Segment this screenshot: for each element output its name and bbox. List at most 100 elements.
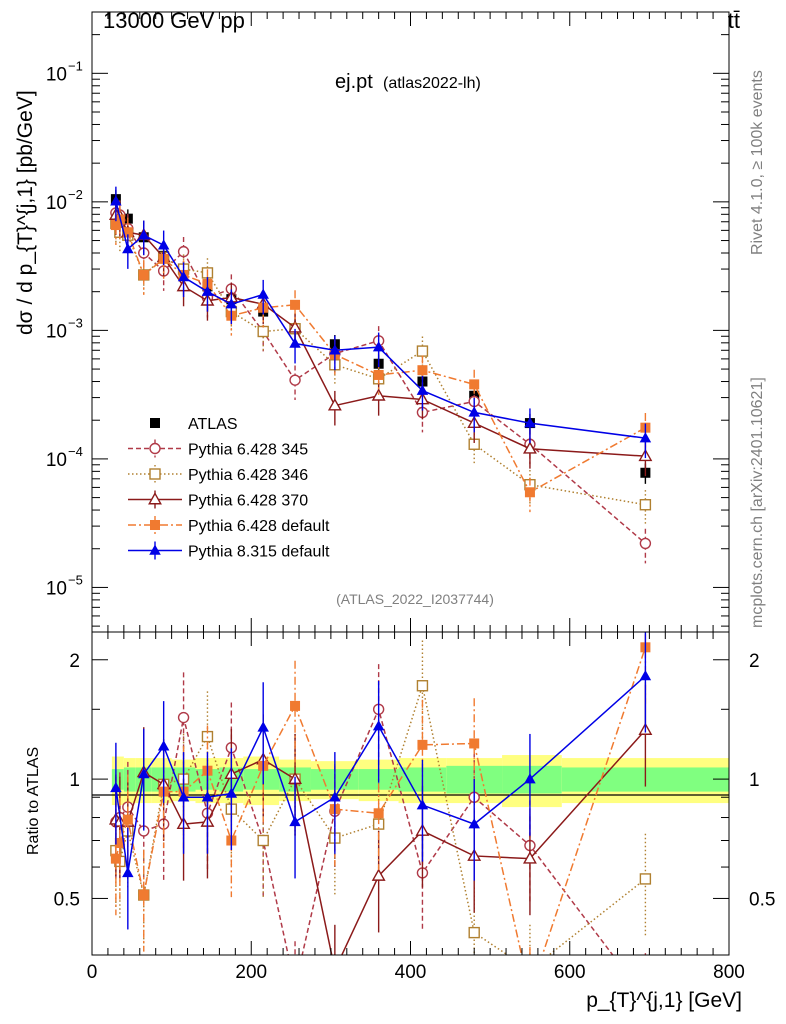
ratio-series-line xyxy=(115,647,647,955)
data-marker xyxy=(122,242,134,254)
data-marker xyxy=(639,873,652,885)
x-axis-ticks: 0 200 400 600 800 xyxy=(87,12,745,983)
y-tick-label: 10 xyxy=(46,450,67,471)
data-marker xyxy=(327,398,342,411)
y-tick-exponent: −5 xyxy=(68,572,83,587)
final-state-label: tt̄ xyxy=(728,8,740,33)
legend-label: Pythia 6.428 370 xyxy=(188,493,308,510)
ratio-series-pythia-8-315-default xyxy=(110,632,652,930)
data-marker xyxy=(329,791,341,802)
analysis-tag: (ATLAS_2022_I2037744) xyxy=(336,591,494,607)
x-tick-label: 800 xyxy=(713,962,745,983)
chart-title: ej.pt xyxy=(335,71,373,93)
data-marker xyxy=(289,374,301,386)
data-marker xyxy=(150,418,160,428)
data-marker xyxy=(417,365,428,376)
data-marker xyxy=(525,987,535,997)
legend-item: Pythia 6.428 default xyxy=(128,516,330,535)
data-marker xyxy=(122,227,133,238)
data-marker xyxy=(122,814,133,825)
series-pythia-8-315-default xyxy=(110,186,652,459)
main-y-ticks: 10−110−210−310−410−5 xyxy=(46,34,729,627)
legend-item: Pythia 8.315 default xyxy=(128,541,330,561)
data-marker xyxy=(157,740,170,751)
data-marker xyxy=(177,711,190,724)
ratio-tick-label-right: 2 xyxy=(749,651,760,672)
main-series-group xyxy=(108,186,653,564)
stat-uncertainty-band xyxy=(243,769,280,790)
legend-item: ATLAS xyxy=(150,416,238,433)
data-marker xyxy=(257,834,269,847)
y-axis-label: dσ / d p_{T}^{j,1} [pb/GeV] xyxy=(14,90,37,335)
ratio-series-group xyxy=(108,632,653,997)
data-marker xyxy=(522,851,537,864)
data-marker xyxy=(290,299,301,310)
main-panel: ej.pt (atlas2022-lh) (ATLAS_2022_I203774… xyxy=(14,11,730,633)
data-marker xyxy=(522,441,537,454)
data-marker xyxy=(525,965,535,975)
data-marker xyxy=(149,442,161,455)
y-tick-label: 10 xyxy=(46,193,67,214)
data-marker xyxy=(639,670,652,681)
data-marker xyxy=(416,384,429,395)
data-marker xyxy=(289,337,301,348)
ratio-tick-label: 0.5 xyxy=(54,889,80,910)
rivet-label: Rivet 4.1.0, ≥ 100k events xyxy=(749,70,766,255)
data-marker xyxy=(416,680,429,692)
x-tick-label: 0 xyxy=(87,962,98,983)
y-tick-label: 10 xyxy=(46,64,67,85)
data-marker xyxy=(290,700,301,711)
data-marker xyxy=(524,417,536,428)
data-marker xyxy=(468,926,480,939)
data-marker xyxy=(110,853,121,864)
data-marker xyxy=(417,739,428,750)
data-marker xyxy=(138,269,149,280)
ratio-clipped xyxy=(108,632,653,997)
data-marker xyxy=(329,964,341,974)
data-marker xyxy=(371,388,386,401)
ratio-panel: 0.5 0.5 1 1 2 2 Ratio to ATLAS xyxy=(25,631,776,997)
legend-label: ATLAS xyxy=(188,416,238,433)
data-marker xyxy=(225,298,238,309)
data-marker xyxy=(289,815,301,827)
data-marker xyxy=(110,220,121,231)
y-tick-exponent: −1 xyxy=(68,58,83,73)
legend-label: Pythia 6.428 346 xyxy=(188,467,308,484)
data-marker xyxy=(372,341,385,352)
x-tick-label: 600 xyxy=(554,962,586,983)
data-marker xyxy=(138,890,149,901)
ratio-tick-label-right: 0.5 xyxy=(749,889,775,910)
y-tick-exponent: −3 xyxy=(68,315,83,330)
data-marker xyxy=(257,721,269,732)
legend-label: Pythia 6.428 default xyxy=(188,518,330,535)
data-marker xyxy=(468,818,480,829)
ratio-tick-label-right: 1 xyxy=(749,770,760,791)
data-marker xyxy=(110,195,122,206)
data-marker xyxy=(138,768,150,779)
series-line xyxy=(115,212,646,544)
series-line xyxy=(115,218,646,494)
data-marker xyxy=(114,837,125,848)
data-marker xyxy=(524,773,536,784)
legend-label: Pythia 8.315 default xyxy=(188,544,330,561)
ratio-series-line xyxy=(115,729,646,955)
data-marker xyxy=(110,781,122,793)
data-marker xyxy=(416,799,429,810)
ratio-y-label: Ratio to ATLAS xyxy=(25,747,42,855)
y-tick-label: 10 xyxy=(46,578,67,599)
data-marker xyxy=(150,520,160,530)
ratio-y-ticks: 0.5 0.5 1 1 2 2 xyxy=(54,651,776,911)
legend-label: Pythia 6.428 345 xyxy=(188,442,308,459)
data-marker xyxy=(468,406,480,417)
y-tick-exponent: −2 xyxy=(68,187,83,202)
data-marker xyxy=(257,325,269,338)
ratio-series-line xyxy=(115,682,646,955)
ratio-tick-label: 1 xyxy=(69,770,80,791)
data-marker xyxy=(524,487,535,498)
data-marker xyxy=(639,432,652,443)
x-tick-label: 200 xyxy=(235,962,267,983)
legend-item: Pythia 6.428 345 xyxy=(128,439,308,459)
chart-subtitle: (atlas2022-lh) xyxy=(383,75,481,92)
data-marker xyxy=(329,344,341,355)
